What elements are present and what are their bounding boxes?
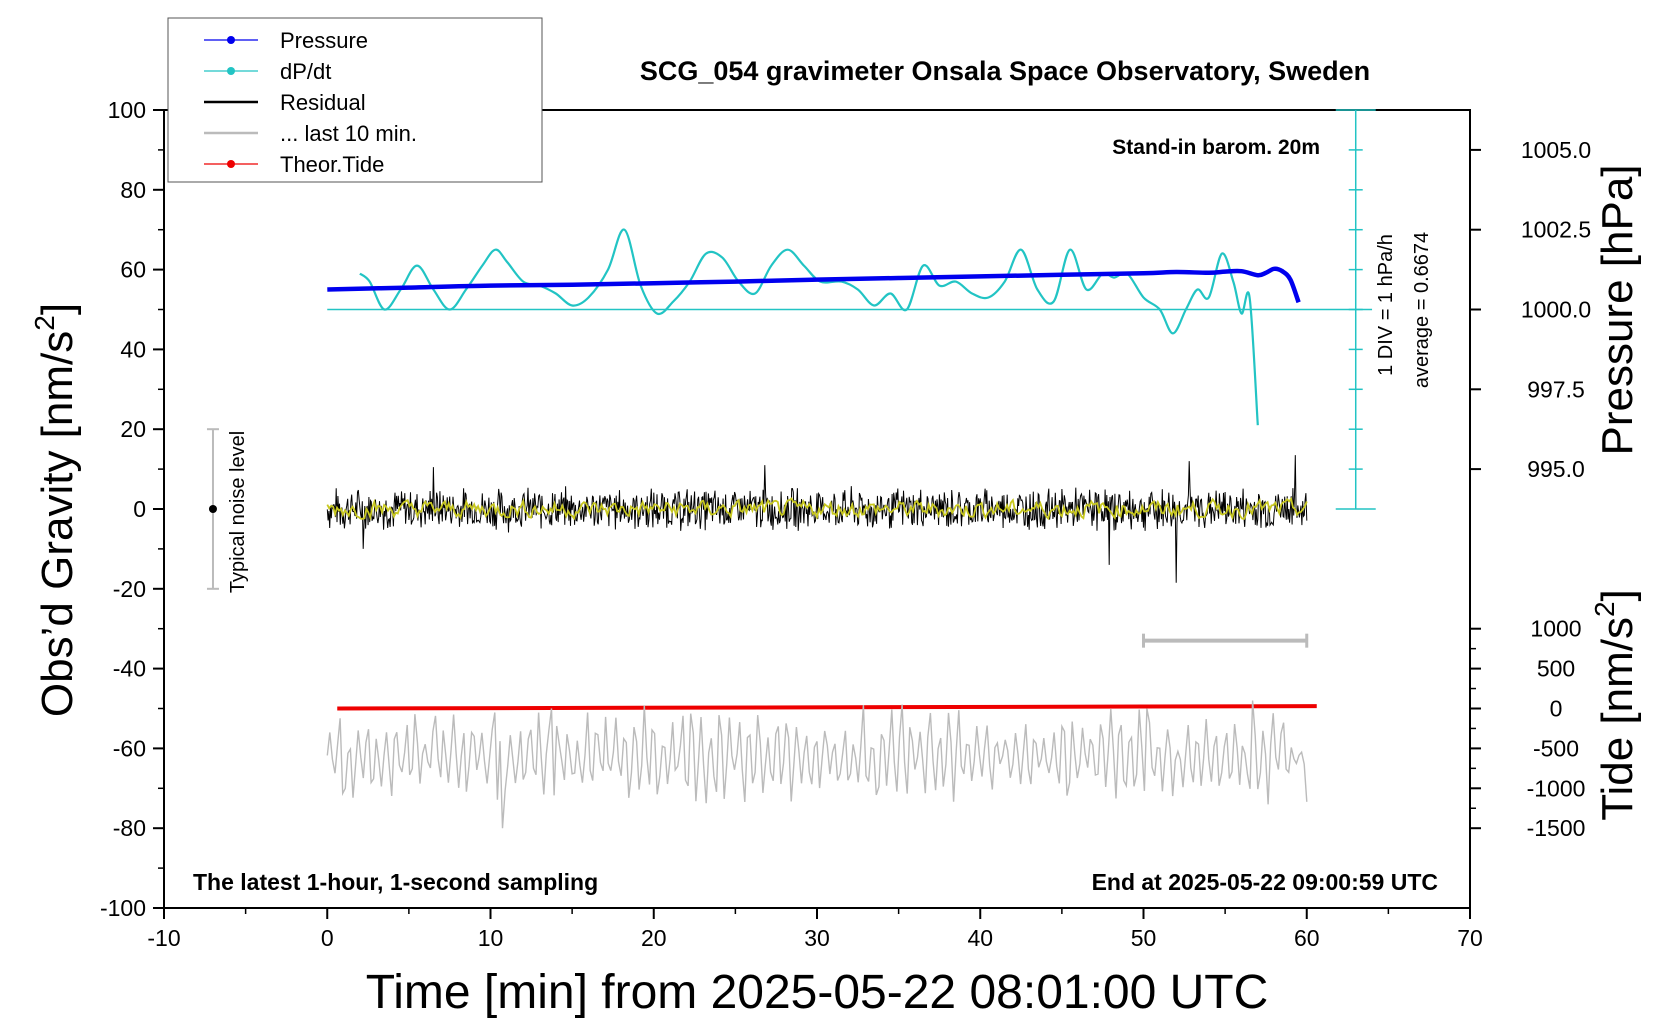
pressure-tick-label: 1002.5 bbox=[1521, 217, 1591, 243]
x-tick-label: 40 bbox=[967, 925, 993, 951]
tide-axis-label: Tide [nm/s2] bbox=[1589, 589, 1642, 821]
series-group bbox=[206, 109, 1376, 829]
y-tick-label: -80 bbox=[113, 815, 146, 841]
tide-line bbox=[337, 704, 1317, 711]
x-tick-label: 70 bbox=[1457, 925, 1483, 951]
tide-tick-label: -1000 bbox=[1527, 775, 1586, 801]
legend-label: Pressure bbox=[280, 28, 368, 53]
x-tick-label: 10 bbox=[478, 925, 504, 951]
barometer-note: Stand-in barom. 20m bbox=[1112, 136, 1320, 159]
y-axis-label-main: Obs’d Gravity [nm/s bbox=[33, 331, 82, 717]
last10min-line bbox=[326, 700, 1308, 829]
x-tick-label: 20 bbox=[641, 925, 667, 951]
tide-tick-label: -1500 bbox=[1527, 815, 1586, 841]
pressure-tick-label: 995.0 bbox=[1527, 456, 1585, 482]
noise-level-dot bbox=[208, 505, 217, 513]
y-tick-label: 60 bbox=[120, 257, 146, 283]
tide-axis-label-tail: ] bbox=[1593, 589, 1642, 601]
dpdt-average-note: average = 0.6674 bbox=[1411, 232, 1433, 388]
legend-label: dP/dt bbox=[280, 59, 331, 84]
tide-tick-label: -500 bbox=[1533, 735, 1579, 761]
tide-axis-label-main: Tide [nm/s bbox=[1593, 617, 1642, 821]
tide-tick-label: 500 bbox=[1537, 656, 1575, 682]
x-tick-label: 50 bbox=[1131, 925, 1157, 951]
tide-axis-label-sup: 2 bbox=[1589, 601, 1620, 617]
y-tick-label: -100 bbox=[100, 895, 146, 921]
pressure-line bbox=[327, 266, 1301, 304]
y-tick-label: 40 bbox=[120, 336, 146, 362]
x-tick-label: -10 bbox=[147, 925, 180, 951]
y-tick-label: 0 bbox=[133, 496, 146, 522]
y-axis-label-tail: ] bbox=[33, 303, 82, 315]
x-tick-label: 30 bbox=[804, 925, 830, 951]
y-tick-label: -20 bbox=[113, 576, 146, 602]
pressure-tick-label: 1000.0 bbox=[1521, 297, 1591, 323]
x-axis-label: Time [min] from 2025-05-22 08:01:00 UTC bbox=[366, 966, 1269, 1019]
y-tick-label: 20 bbox=[120, 416, 146, 442]
end-time-note: End at 2025-05-22 09:00:59 UTC bbox=[1092, 869, 1438, 895]
chart-title: SCG_054 gravimeter Onsala Space Observat… bbox=[640, 56, 1370, 86]
y-axis-label-sup: 2 bbox=[29, 315, 60, 331]
y-tick-label: -40 bbox=[113, 656, 146, 682]
sampling-note: The latest 1-hour, 1-second sampling bbox=[193, 869, 598, 895]
legend-box bbox=[167, 17, 543, 183]
x-tick-label: 60 bbox=[1294, 925, 1320, 951]
y-tick-label: 100 bbox=[108, 97, 146, 123]
noise-level-note: Typical noise level bbox=[227, 431, 249, 593]
tide-tick-label: 1000 bbox=[1530, 616, 1581, 642]
y-tick-label: 80 bbox=[120, 177, 146, 203]
y-axis-label: Obs’d Gravity [nm/s2] bbox=[29, 303, 82, 717]
y-tick-label: -60 bbox=[113, 735, 146, 761]
legend: Pressure dP/dt Residual ... last 10 min. The… bbox=[167, 17, 543, 183]
pressure-tick-label: 1005.0 bbox=[1521, 137, 1591, 163]
legend-label: ... last 10 min. bbox=[280, 121, 417, 146]
residual-line bbox=[326, 455, 1308, 583]
x-tick-label: 0 bbox=[321, 925, 334, 951]
pressure-axis-label: Pressure [hPa] bbox=[1593, 164, 1642, 455]
legend-label: Residual bbox=[280, 90, 366, 115]
legend-label: Theor.Tide bbox=[280, 152, 384, 177]
legend-marker bbox=[227, 67, 235, 75]
pressure-tick-label: 997.5 bbox=[1527, 376, 1585, 402]
tide-tick-label: 0 bbox=[1550, 696, 1563, 722]
dpdt-scale-note: 1 DIV = 1 hPa/h bbox=[1375, 234, 1397, 376]
legend-marker bbox=[227, 36, 235, 44]
dpdt-line bbox=[359, 228, 1259, 426]
legend-marker bbox=[227, 160, 235, 168]
axes: -10 0 10 20 30 40 50 60 70100806040200-20-40-60-… bbox=[100, 97, 1591, 951]
residual-smoothed-line bbox=[326, 496, 1308, 521]
